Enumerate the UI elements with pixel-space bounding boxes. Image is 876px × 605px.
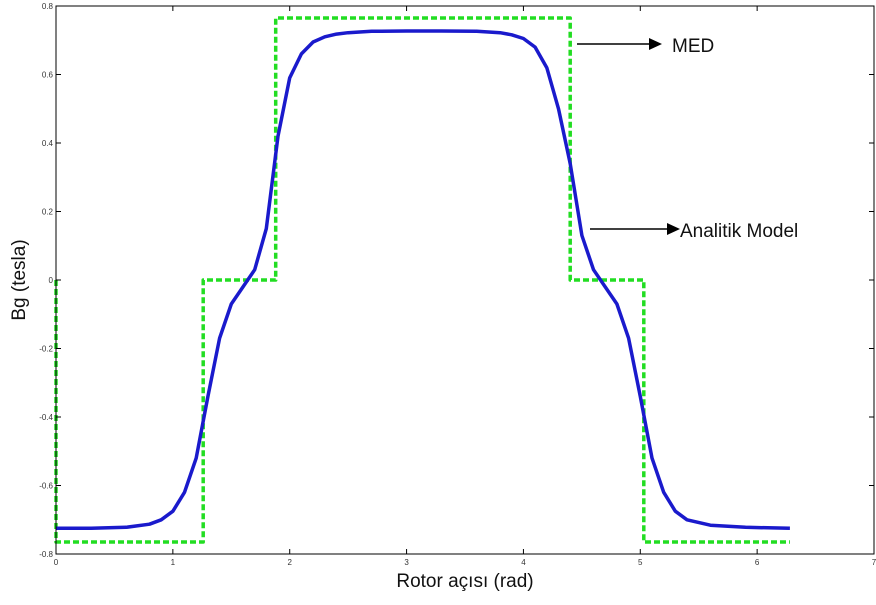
x-tick-label: 1	[171, 558, 176, 567]
y-tick-label: 0.8	[42, 2, 54, 11]
y-tick-label: 0.6	[42, 71, 54, 80]
y-axis-label: Bg (tesla)	[9, 239, 30, 320]
y-tick-label: 0	[49, 276, 54, 285]
y-tick-label: -0.6	[39, 482, 53, 491]
series-med-line	[54, 16, 790, 544]
analitik-arrow-head	[667, 223, 680, 235]
annotations: MED Analitik Model	[577, 36, 798, 242]
y-tick-label: -0.8	[39, 550, 53, 559]
y-tick-label: -0.4	[39, 413, 53, 422]
series-layer	[54, 16, 790, 544]
y-tick-label: -0.2	[39, 345, 53, 354]
plot-background	[56, 6, 874, 554]
x-tick-label: 4	[521, 558, 526, 567]
x-tick-label: 6	[755, 558, 760, 567]
x-tick-label: 0	[54, 558, 59, 567]
x-tick-label: 3	[404, 558, 409, 567]
med-arrow-head	[649, 38, 662, 50]
x-tick-label: 2	[287, 558, 292, 567]
analitik-annotation: Analitik Model	[680, 221, 798, 242]
x-tick-label: 7	[872, 558, 876, 567]
series-analitik-model-line	[56, 29, 790, 531]
x-axis-label: Rotor açısı (rad)	[396, 571, 533, 592]
x-tick-label: 5	[638, 558, 643, 567]
y-tick-label: 0.4	[42, 139, 54, 148]
ticks-layer: 0 1 2 3 4 5 6 7 -0.8 -0.6 -0.4 -0.2 0 0.2 0.4 0.6 0.8	[39, 2, 876, 567]
med-annotation: MED	[672, 36, 714, 57]
y-tick-label: 0.2	[42, 208, 54, 217]
